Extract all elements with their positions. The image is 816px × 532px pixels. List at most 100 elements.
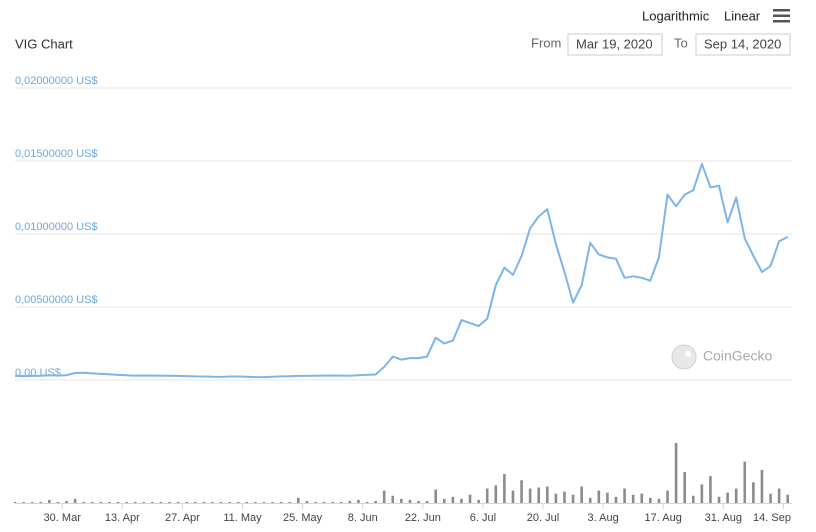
volume-bar [400, 498, 403, 503]
volume-bar [262, 501, 266, 503]
volume-bar [511, 490, 515, 503]
volume-bar [485, 488, 489, 503]
x-tick-label: 31. Aug [705, 512, 742, 524]
volume-bar [322, 501, 326, 503]
volume-bar [159, 501, 163, 503]
to-label: To [674, 35, 688, 50]
y-tick-label: 0,01000000 US$ [15, 221, 98, 233]
volume-bar [417, 500, 420, 503]
x-tick-label: 22. Jun [405, 512, 441, 524]
volume-bar [357, 499, 360, 503]
volume-bar [503, 474, 506, 503]
x-tick-label: 6. Jul [470, 512, 496, 524]
x-tick-label: 30. Mar [44, 512, 82, 524]
volume-bar [339, 501, 343, 503]
volume-bar [56, 501, 60, 503]
log-button[interactable]: Logarithmic [642, 8, 710, 23]
volume-bar [451, 496, 455, 503]
linear-button[interactable]: Linear [724, 8, 761, 23]
volume-bar [228, 501, 231, 503]
volume-bar [726, 492, 729, 503]
to-date[interactable]: Sep 14, 2020 [704, 36, 781, 51]
volume-bar [683, 471, 686, 503]
volume-bar [743, 461, 747, 503]
volume-bar [571, 494, 575, 503]
volume-bar [30, 501, 34, 503]
volume-bar [82, 501, 85, 503]
chart-title: VIG Chart [15, 36, 73, 51]
to-input[interactable] [695, 33, 791, 56]
volume-bar [546, 486, 549, 503]
volume-bar [554, 493, 558, 503]
volume-bar [760, 469, 764, 503]
volume-bar [631, 494, 635, 503]
x-tick-label: 17. Aug [645, 512, 682, 524]
volume-bar [709, 476, 712, 503]
volume-bar [606, 492, 609, 503]
volume-bar [717, 496, 721, 503]
from-date[interactable]: Mar 19, 2020 [576, 36, 653, 51]
volume-bar [691, 495, 695, 503]
volume-bar [331, 501, 334, 503]
volume-bar [777, 488, 781, 503]
volume-bar [202, 501, 206, 503]
volume-bar [623, 488, 626, 503]
volume-bar [151, 501, 154, 503]
volume-bar [176, 501, 180, 503]
volume-bar [254, 501, 257, 503]
volume-bar [614, 496, 618, 503]
volume-bar [597, 490, 601, 503]
volume-bar [494, 485, 498, 503]
volume-bar [185, 501, 189, 503]
volume-bar [314, 501, 317, 503]
volume-bar [48, 499, 51, 503]
volume-bar [374, 500, 377, 503]
y-tick-label: 0,00500000 US$ [15, 294, 98, 306]
volume-bar [271, 501, 274, 503]
from-input[interactable] [567, 33, 663, 56]
price-line [14, 162, 789, 379]
volume-bar [22, 501, 25, 503]
watermark-text: CoinGecko [703, 348, 772, 364]
x-tick-label: 25. May [283, 512, 323, 524]
volume-bar [13, 501, 17, 503]
volume-bar [99, 501, 103, 503]
volume-bar [305, 500, 309, 503]
x-tick-label: 14. Sep [753, 512, 791, 524]
watermark: CoinGecko [671, 344, 772, 370]
volume-bar [674, 443, 678, 503]
volume-bar [425, 500, 429, 503]
volume-bar [245, 501, 249, 503]
volume-bar [142, 501, 146, 503]
volume-bar [365, 501, 369, 503]
volume-bar [193, 501, 197, 503]
volume-bar [116, 501, 120, 503]
x-tick-label: 13. Apr [105, 512, 140, 524]
x-tick-label: 8. Jun [348, 512, 378, 524]
volume-bar [211, 501, 214, 503]
x-tick-label: 11. May [223, 512, 262, 524]
volume-bar [588, 497, 592, 503]
volume-bar [236, 501, 240, 503]
volume-bar [219, 501, 223, 503]
volume-bar [520, 480, 523, 503]
volume-bar [580, 486, 583, 503]
y-tick-label: 0,02000000 US$ [15, 75, 98, 87]
volume-bar [288, 501, 292, 503]
volume-bar [65, 500, 68, 503]
volume-bar [408, 499, 412, 503]
x-tick-label: 3. Aug [588, 512, 619, 524]
volume-bar [786, 494, 790, 503]
volume-bar [460, 498, 463, 503]
y-tick-label: 0,00 US$ [15, 367, 61, 379]
volume-bar [39, 501, 43, 503]
volume-bar [73, 498, 77, 503]
volume-bar [297, 497, 300, 503]
volume-bar [769, 493, 772, 503]
x-tick-label: 20. Jul [527, 512, 559, 524]
x-tick-label: 27. Apr [165, 512, 200, 524]
volume-bar [133, 501, 137, 503]
menu-icon[interactable] [773, 9, 790, 23]
volume-bar [640, 493, 644, 503]
